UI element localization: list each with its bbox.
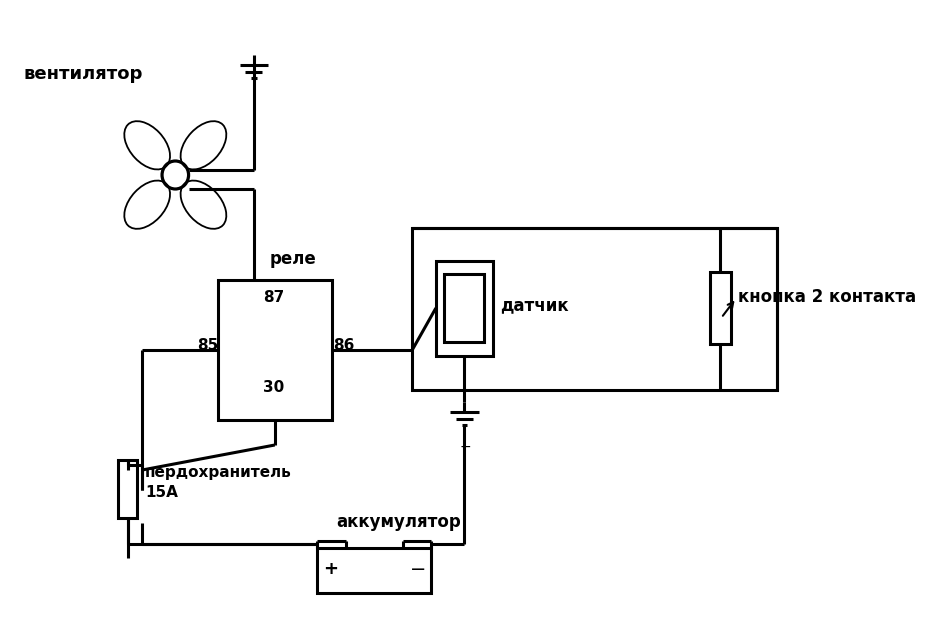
Bar xyxy=(317,548,430,593)
Text: кнопка 2 контакта: кнопка 2 контакта xyxy=(737,288,916,306)
Text: 30: 30 xyxy=(263,380,284,395)
Bar xyxy=(118,460,137,518)
Bar xyxy=(444,274,483,342)
Text: −: − xyxy=(459,440,471,454)
Text: 85: 85 xyxy=(197,338,218,353)
Bar xyxy=(709,272,730,344)
Text: вентилятор: вентилятор xyxy=(24,65,143,83)
Text: 15А: 15А xyxy=(144,485,177,500)
Text: +: + xyxy=(323,560,338,578)
Text: аккумулятор: аккумулятор xyxy=(336,513,461,531)
Text: реле: реле xyxy=(270,250,316,268)
Text: −: − xyxy=(410,560,427,579)
Bar xyxy=(218,280,331,420)
Bar xyxy=(412,228,776,390)
Text: 87: 87 xyxy=(263,290,284,305)
Text: пердохранитель: пердохранитель xyxy=(144,465,292,480)
Text: 86: 86 xyxy=(333,338,355,353)
Bar xyxy=(435,261,492,356)
Text: датчик: датчик xyxy=(499,296,568,314)
